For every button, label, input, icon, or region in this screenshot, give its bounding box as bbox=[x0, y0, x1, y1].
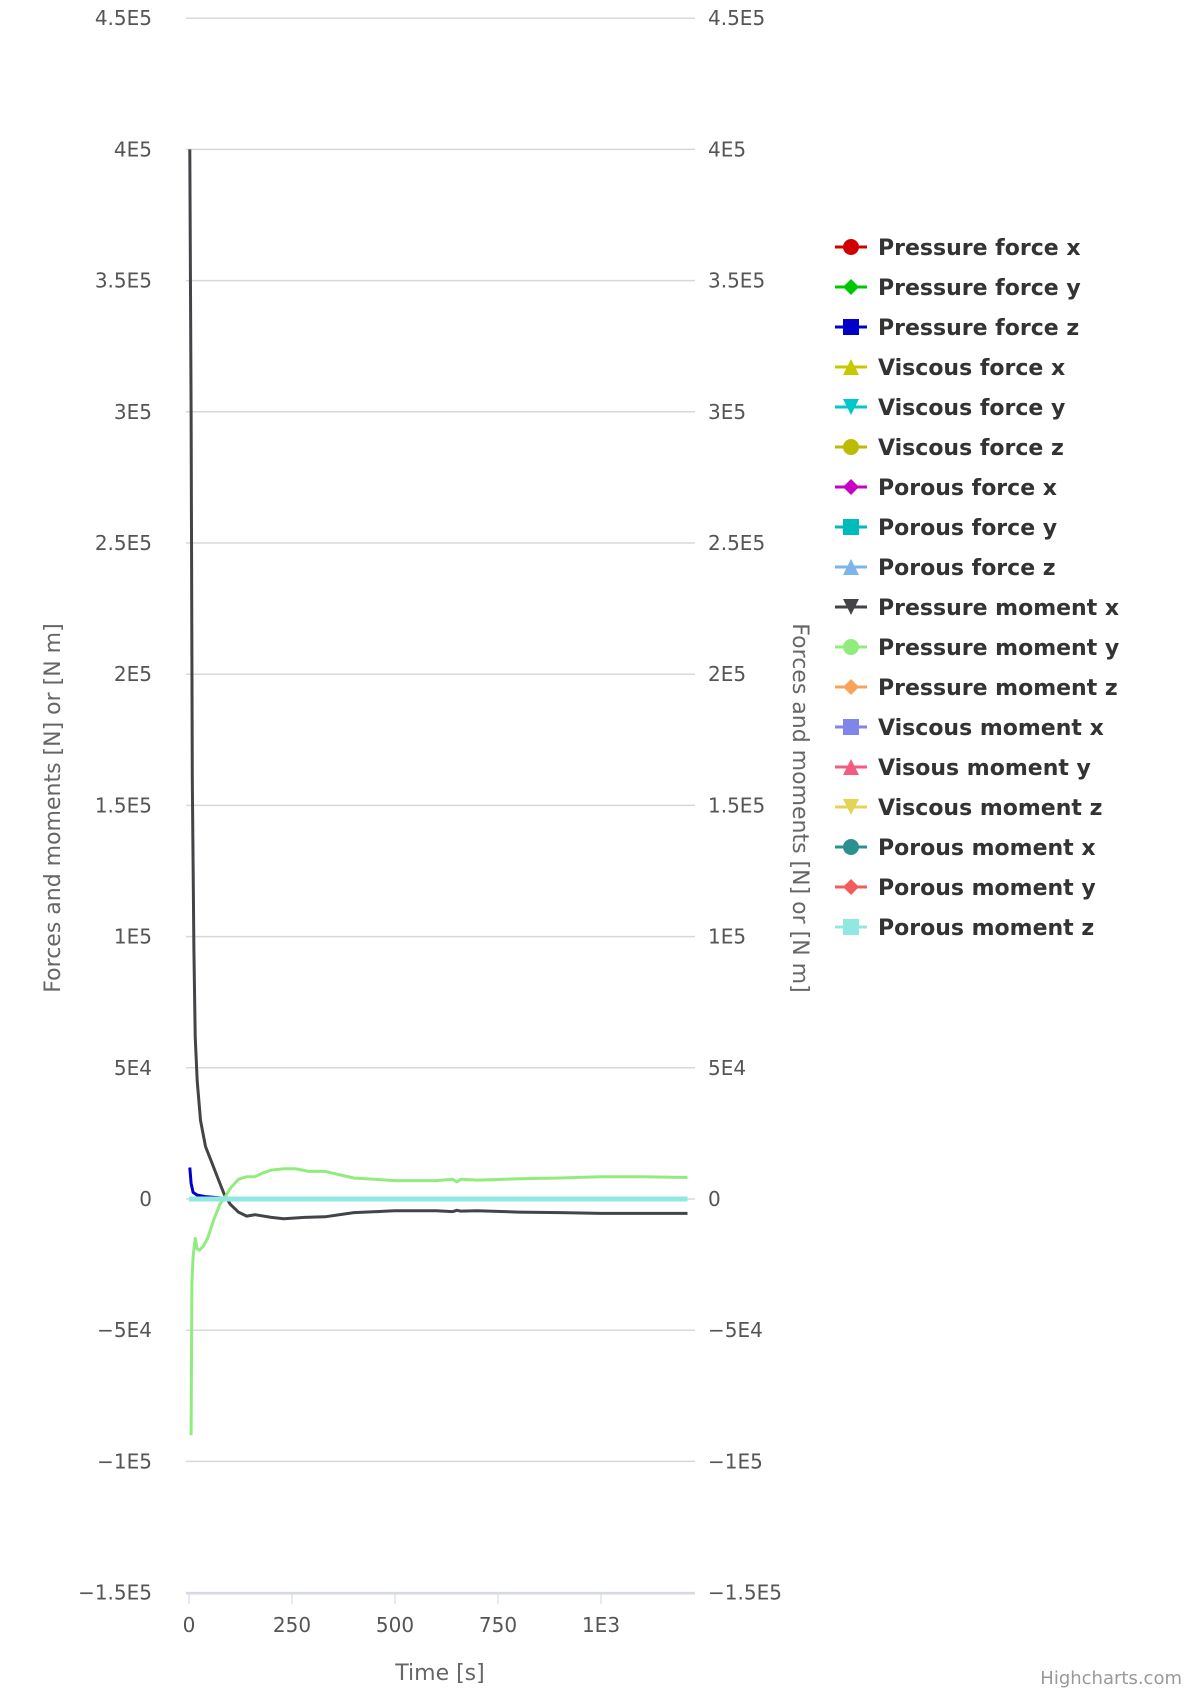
diamond-marker-icon bbox=[843, 479, 859, 495]
y-axis-left-title: Forces and moments [N] or [N m] bbox=[41, 623, 66, 992]
y-tick-label-left: 3.5E5 bbox=[95, 269, 152, 293]
diamond-marker-icon bbox=[843, 679, 859, 695]
x-tick-label: 1E3 bbox=[582, 1613, 620, 1637]
y-tick-label-left: 5E4 bbox=[114, 1056, 152, 1080]
y-tick-label-right: 1E5 bbox=[708, 925, 746, 949]
y-tick-label-right: 0 bbox=[708, 1187, 721, 1211]
legend-item[interactable]: Viscous moment x bbox=[835, 716, 1104, 741]
legend-label: Visous moment y bbox=[878, 756, 1091, 781]
x-axis-ticks: 0 250 500 750 1E3 bbox=[183, 1594, 620, 1637]
series-line-pressure-moment-x[interactable] bbox=[188, 149, 688, 1221]
y-tick-label-right: 1.5E5 bbox=[708, 793, 765, 817]
y-tick-label-right: 4.5E5 bbox=[708, 6, 765, 30]
y-tick-label-left: 1E5 bbox=[114, 925, 152, 949]
grid-lines bbox=[186, 17, 695, 1594]
y-tick-label-right: 3.5E5 bbox=[708, 269, 765, 293]
legend-item[interactable]: Porous force y bbox=[835, 516, 1057, 541]
diamond-marker-icon bbox=[843, 279, 859, 295]
legend-label: Porous moment y bbox=[878, 876, 1096, 901]
x-axis-title: Time [s] bbox=[394, 1661, 484, 1686]
legend-label: Pressure moment y bbox=[878, 636, 1119, 661]
legend-item[interactable]: Porous force z bbox=[835, 556, 1056, 581]
legend-label: Viscous force x bbox=[878, 356, 1065, 381]
y-tick-label-right: 3E5 bbox=[708, 400, 746, 424]
y-axis-right-title: Forces and moments [N] or [N m] bbox=[787, 623, 812, 992]
square-marker-icon bbox=[843, 319, 859, 335]
legend: Pressure force x Pressure force y Pressure… bbox=[835, 236, 1119, 941]
y-tick-label-right: −5E4 bbox=[708, 1318, 763, 1342]
x-tick-label: 750 bbox=[479, 1613, 517, 1637]
credits-link[interactable]: Highcharts.com bbox=[1040, 1668, 1182, 1689]
y-tick-label-left: 2.5E5 bbox=[95, 531, 152, 555]
legend-label: Pressure force z bbox=[878, 316, 1079, 341]
legend-label: Porous force x bbox=[878, 476, 1057, 501]
square-marker-icon bbox=[843, 519, 859, 535]
triangle-marker-icon bbox=[843, 759, 859, 775]
legend-item[interactable]: Viscous moment z bbox=[835, 796, 1102, 821]
legend-item[interactable]: Viscous force y bbox=[835, 396, 1065, 421]
circle-marker-icon bbox=[843, 839, 859, 855]
y-tick-label-left: 4.5E5 bbox=[95, 6, 152, 30]
legend-label: Viscous moment x bbox=[878, 716, 1104, 741]
legend-label: Viscous force z bbox=[878, 436, 1064, 461]
y-axis-right-ticks: 4.5E5 4E5 3.5E5 3E5 2.5E5 2E5 1.5E5 1E5 5E4 0 −5E4… bbox=[708, 6, 782, 1604]
diamond-marker-icon bbox=[843, 879, 859, 895]
y-tick-label-right: 4E5 bbox=[708, 137, 746, 161]
legend-item[interactable]: Visous moment y bbox=[835, 756, 1091, 781]
y-tick-label-right: 5E4 bbox=[708, 1056, 746, 1080]
triangle-marker-icon bbox=[843, 559, 859, 575]
x-tick-label: 500 bbox=[376, 1613, 414, 1637]
circle-marker-icon bbox=[843, 439, 859, 455]
legend-label: Pressure force y bbox=[878, 276, 1081, 301]
legend-label: Pressure moment z bbox=[878, 676, 1118, 701]
series-group bbox=[188, 149, 688, 1436]
legend-item[interactable]: Pressure force z bbox=[835, 316, 1079, 341]
x-tick-label: 250 bbox=[273, 1613, 311, 1637]
y-tick-label-right: −1E5 bbox=[708, 1449, 763, 1473]
legend-label: Porous moment x bbox=[878, 836, 1096, 861]
legend-item[interactable]: Viscous force x bbox=[835, 356, 1065, 381]
legend-item[interactable]: Pressure force y bbox=[835, 276, 1081, 301]
series-line-pressure-moment-y[interactable] bbox=[189, 1167, 688, 1436]
legend-label: Pressure force x bbox=[878, 236, 1081, 261]
y-tick-label-left: −1.5E5 bbox=[78, 1581, 152, 1605]
triangle-down-marker-icon bbox=[843, 399, 859, 415]
legend-item[interactable]: Porous moment x bbox=[835, 836, 1096, 861]
square-marker-icon bbox=[843, 919, 859, 935]
legend-item[interactable]: Porous force x bbox=[835, 476, 1057, 501]
triangle-marker-icon bbox=[843, 359, 859, 375]
y-tick-label-left: 4E5 bbox=[114, 137, 152, 161]
legend-item[interactable]: Porous moment y bbox=[835, 876, 1096, 901]
legend-label: Porous force y bbox=[878, 516, 1057, 541]
y-axis-left-ticks: 4.5E5 4E5 3.5E5 3E5 2.5E5 2E5 1.5E5 1E5 5E4 0 −5E4… bbox=[78, 6, 152, 1604]
square-marker-icon bbox=[843, 719, 859, 735]
y-tick-label-left: 0 bbox=[139, 1187, 152, 1211]
x-tick-label: 0 bbox=[183, 1613, 196, 1637]
circle-marker-icon bbox=[843, 639, 859, 655]
y-tick-label-left: −5E4 bbox=[97, 1318, 152, 1342]
triangle-down-marker-icon bbox=[843, 599, 859, 615]
legend-item[interactable]: Pressure moment x bbox=[835, 596, 1119, 621]
y-tick-label-left: −1E5 bbox=[97, 1449, 152, 1473]
y-tick-label-right: 2.5E5 bbox=[708, 531, 765, 555]
y-tick-label-left: 3E5 bbox=[114, 400, 152, 424]
legend-item[interactable]: Viscous force z bbox=[835, 436, 1064, 461]
y-tick-label-right: −1.5E5 bbox=[708, 1581, 782, 1605]
y-tick-label-left: 2E5 bbox=[114, 662, 152, 686]
legend-label: Viscous moment z bbox=[878, 796, 1102, 821]
legend-label: Viscous force y bbox=[878, 396, 1065, 421]
legend-label: Porous force z bbox=[878, 556, 1056, 581]
y-tick-label-right: 2E5 bbox=[708, 662, 746, 686]
legend-item[interactable]: Porous moment z bbox=[835, 916, 1094, 941]
legend-item[interactable]: Pressure moment z bbox=[835, 676, 1118, 701]
triangle-down-marker-icon bbox=[843, 799, 859, 815]
y-tick-label-left: 1.5E5 bbox=[95, 793, 152, 817]
legend-item[interactable]: Pressure force x bbox=[835, 236, 1081, 261]
legend-label: Pressure moment x bbox=[878, 596, 1119, 621]
circle-marker-icon bbox=[843, 239, 859, 255]
legend-item[interactable]: Pressure moment y bbox=[835, 636, 1119, 661]
legend-label: Porous moment z bbox=[878, 916, 1094, 941]
